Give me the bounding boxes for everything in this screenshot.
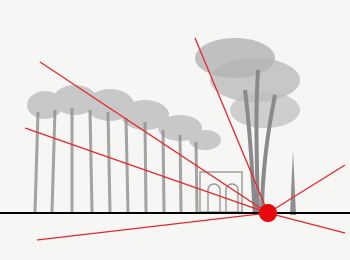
- canopy: [230, 92, 300, 128]
- trunk: [90, 110, 92, 212]
- trunk: [163, 130, 164, 212]
- trunk: [126, 118, 128, 212]
- trunk: [108, 112, 110, 212]
- trunk: [180, 135, 181, 212]
- trunk: [145, 122, 146, 212]
- sketch-with-perspective-lines: [0, 0, 350, 260]
- vanishing-point: [259, 204, 277, 222]
- trunk: [196, 142, 197, 212]
- canopy: [189, 130, 221, 150]
